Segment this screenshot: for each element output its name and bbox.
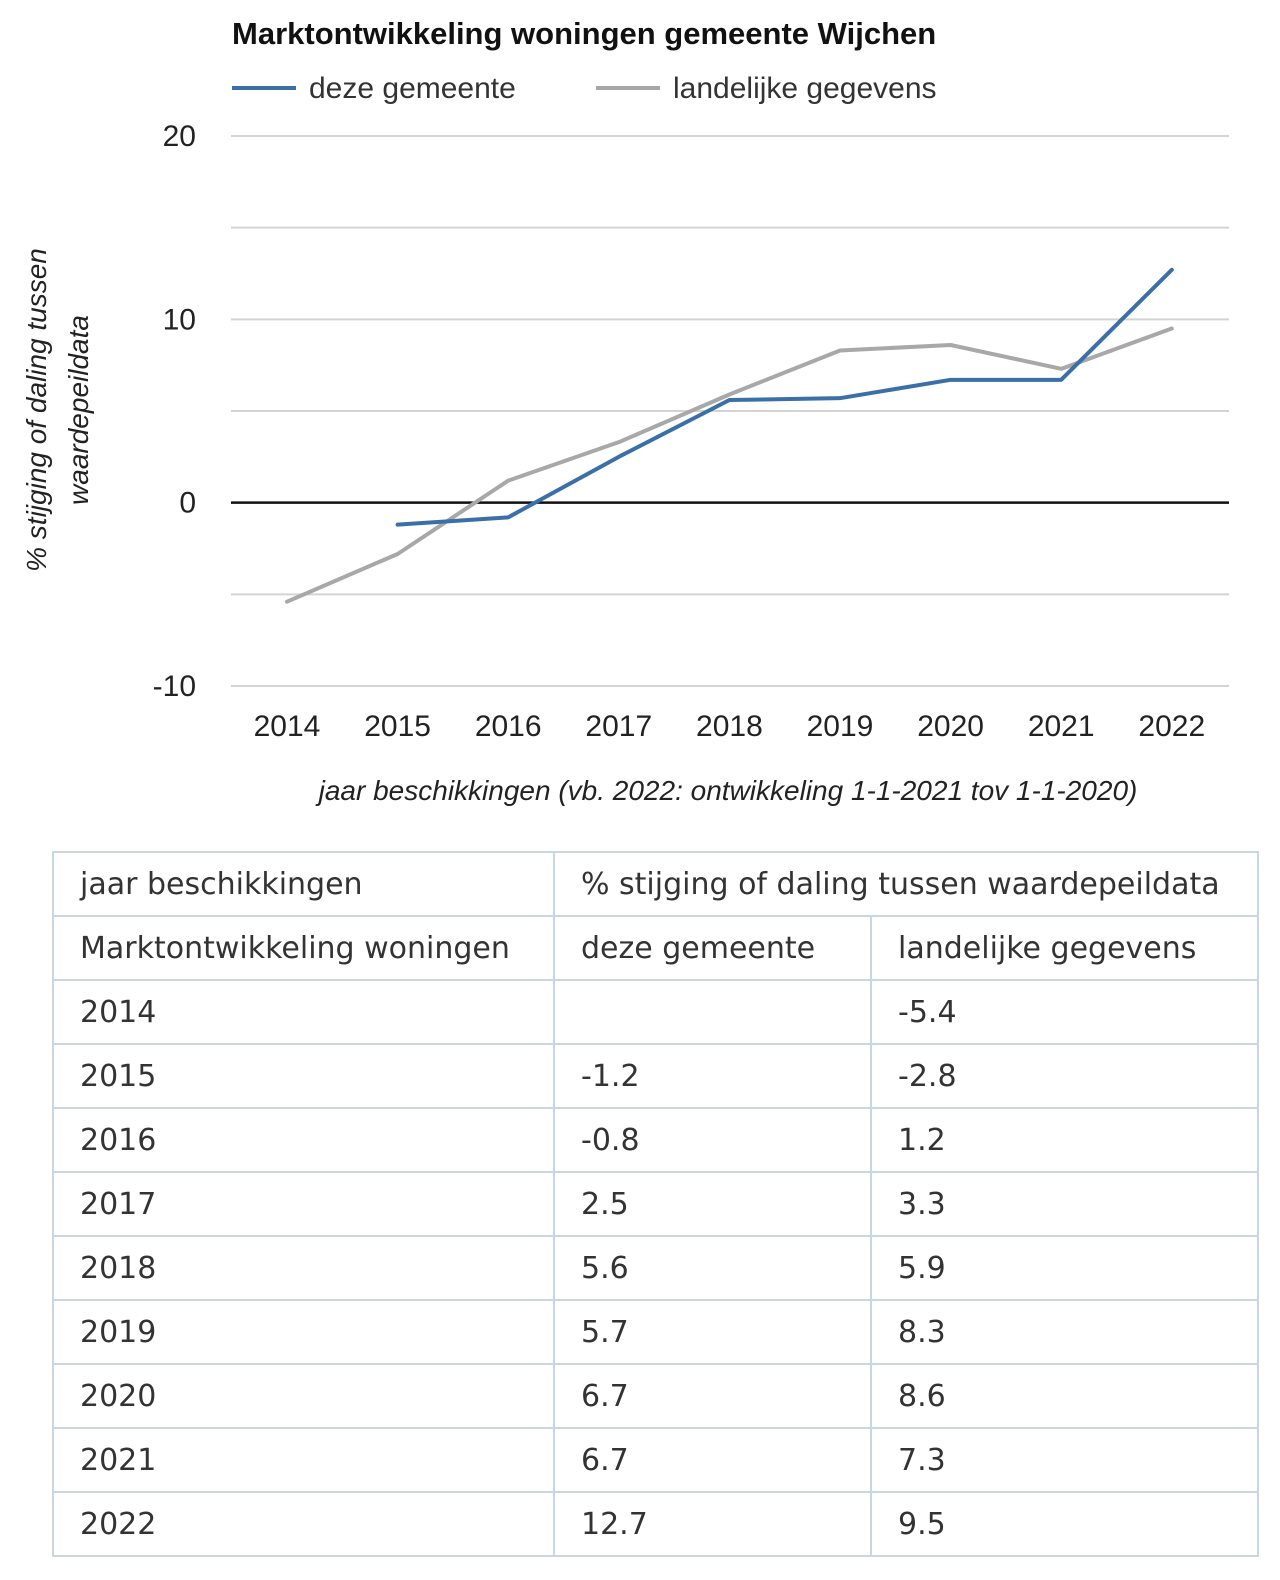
table-cell-year: 2015 [52,1043,555,1109]
table-cell-landelijk: 8.3 [870,1299,1259,1365]
table-cell-landelijk: 8.6 [870,1363,1259,1429]
table-cell-year: 2020 [52,1363,555,1429]
x-tick-label: 2017 [585,710,652,743]
x-tick-label: 2021 [1028,710,1095,743]
table-cell-year: 2014 [52,979,555,1045]
legend-label-landelijke-gegevens: landelijke gegevens [673,72,937,105]
table-header-cell: % stijging of daling tussen waardepeilda… [553,851,1259,917]
table-row: 2019 5.7 8.3 [52,1299,1259,1365]
table-row: 2014 -5.4 [52,979,1259,1045]
table-cell-year: 2021 [52,1427,555,1493]
x-tick-label: 2014 [254,710,321,743]
x-tick-label: 2018 [696,710,763,743]
table-cell-gemeente: 2.5 [553,1171,872,1237]
table-row: 2018 5.6 5.9 [52,1235,1259,1301]
table-cell-gemeente: 6.7 [553,1427,872,1493]
table-cell-gemeente: 12.7 [553,1491,872,1557]
table-cell-gemeente: 5.6 [553,1235,872,1301]
x-tick-label: 2016 [475,710,542,743]
y-axis-label-line-2: waardepeildata [63,315,94,505]
table-row: 2017 2.5 3.3 [52,1171,1259,1237]
table-header-cell: Marktontwikkeling woningen [52,915,555,981]
table-cell-year: 2016 [52,1107,555,1173]
table-cell-gemeente: 5.7 [553,1299,872,1365]
x-tick-label: 2019 [807,710,874,743]
y-axis-label-line-1: % stijging of daling tussen [21,248,52,572]
table-row: 2015 -1.2 -2.8 [52,1043,1259,1109]
series-line-landelijke-gegevens [285,326,1174,604]
table-header-row: jaar beschikkingen % stijging of daling … [52,851,1259,917]
table-header-cell: jaar beschikkingen [52,851,555,917]
table-row: 2016 -0.8 1.2 [52,1107,1259,1173]
table-cell-gemeente: -0.8 [553,1107,872,1173]
table-cell-landelijk: 3.3 [870,1171,1259,1237]
gridlines [231,135,1229,687]
y-axis-label: % stijging of daling tussen waardepeilda… [21,248,94,572]
legend-label-deze-gemeente: deze gemeente [309,72,516,105]
y-tick-label: 20 [163,120,196,153]
table-header-cell: deze gemeente [553,915,872,981]
y-tick-label: 0 [179,487,196,520]
table-cell-landelijk: -2.8 [870,1043,1259,1109]
data-series [285,267,1174,604]
y-tick-label: -10 [153,670,196,703]
table-cell-gemeente [553,979,872,1045]
y-tick-label: 10 [163,303,196,336]
table-cell-year: 2019 [52,1299,555,1365]
table-cell-landelijk: 5.9 [870,1235,1259,1301]
table-cell-landelijk: 9.5 [870,1491,1259,1557]
table-cell-landelijk: -5.4 [870,979,1259,1045]
table-header-cell: landelijke gegevens [870,915,1259,981]
table-row: 2021 6.7 7.3 [52,1427,1259,1493]
line-chart: Marktontwikkeling woningen gemeente Wijc… [21,16,1229,806]
y-axis-ticks: 20 10 0 -10 [153,120,196,703]
table-cell-year: 2017 [52,1171,555,1237]
x-tick-label: 2020 [917,710,984,743]
table-cell-year: 2018 [52,1235,555,1301]
series-line-deze-gemeente [395,267,1174,527]
x-axis-label: jaar beschikkingen (vb. 2022: ontwikkeli… [315,775,1138,806]
table-cell-year: 2022 [52,1491,555,1557]
data-table: jaar beschikkingen % stijging of daling … [52,851,1259,1557]
table-subheader-row: Marktontwikkeling woningen deze gemeente… [52,915,1259,981]
legend: deze gemeente landelijke gegevens [232,72,937,105]
table-row: 2020 6.7 8.6 [52,1363,1259,1429]
x-tick-label: 2022 [1138,710,1205,743]
table-cell-gemeente: 6.7 [553,1363,872,1429]
table-cell-landelijk: 7.3 [870,1427,1259,1493]
x-axis-ticks: 2014 2015 2016 2017 2018 2019 2020 2021 2022 [254,710,1206,743]
x-tick-label: 2015 [364,710,431,743]
table-row: 2022 12.7 9.5 [52,1491,1259,1557]
table-cell-landelijk: 1.2 [870,1107,1259,1173]
chart-title: Marktontwikkeling woningen gemeente Wijc… [232,16,936,51]
table-cell-gemeente: -1.2 [553,1043,872,1109]
